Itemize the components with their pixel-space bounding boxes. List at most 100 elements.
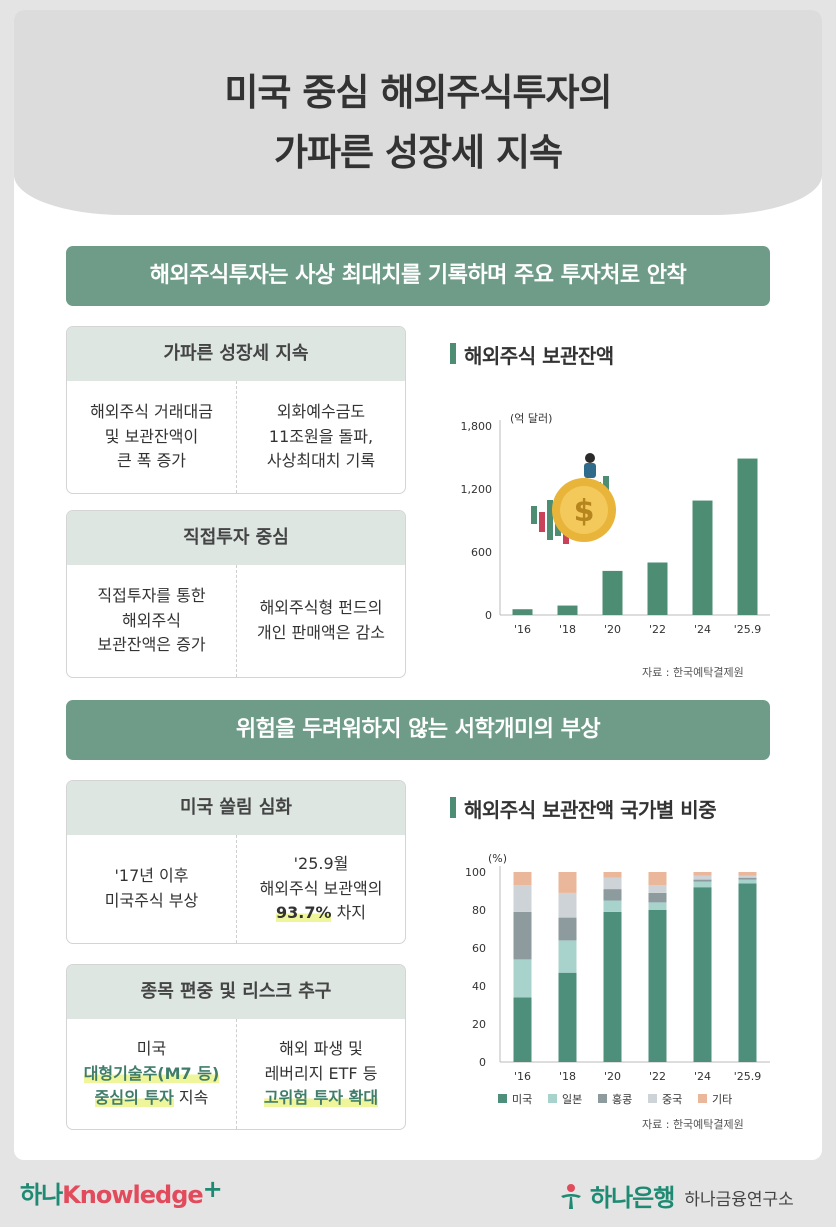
chart2-ytick: 80 (472, 904, 486, 917)
chart1-unit-label: (억 달러) (510, 412, 552, 425)
direct-left-line2: 해외주식 (122, 610, 181, 630)
chart2-segment (513, 872, 532, 886)
chart2-ytick: 0 (479, 1056, 486, 1069)
chart2-xtick: '24 (694, 1070, 711, 1083)
chart2-segment (513, 911, 532, 960)
chart2-segment (693, 879, 712, 882)
chart1-bar (692, 500, 713, 615)
chart2-legend-swatch (648, 1094, 657, 1103)
direct-invest-heading: 직접투자 중심 (67, 511, 405, 565)
growth-right-line2: 11조원을 돌파, (268, 426, 374, 446)
candle-decor (603, 476, 609, 492)
section2-banner: 위험을 두려워하지 않는 서학개미의 부상 (66, 700, 770, 760)
risk-left-tail: 지속 (173, 1088, 209, 1108)
growth-right-line1: 외화예수금도 (276, 401, 366, 421)
candle-decor (531, 506, 537, 524)
country-share-stacked-chart: (%) 0 20 40 60 80 100 '16 '18 '20 '22 '24 '25.9 미국 일본 홍… (465, 852, 770, 1106)
growth-right-line3: 사상최대치 기록 (266, 451, 376, 471)
chart2-legend-label: 중국 (662, 1093, 682, 1106)
chart2-xtick: '22 (649, 1070, 666, 1083)
chart2-ytick: 40 (472, 980, 486, 993)
chart2-legend-label: 기타 (712, 1093, 732, 1106)
chart2-xtick: '25.9 (734, 1070, 762, 1083)
section1-banner: 해외주식투자는 사상 최대치를 기록하며 주요 투자처로 안착 (66, 246, 770, 306)
hana-bank-name: 하나은행 (590, 1184, 675, 1212)
chart2-segment (558, 917, 577, 941)
chart2-segment (648, 902, 667, 910)
chart1-bar (512, 609, 533, 615)
chart2-title: 해외주식 보관잔액 국가별 비중 (450, 794, 717, 823)
growth-box: 가파른 성장세 지속 해외주식 거래대금 및 보관잔액이 큰 폭 증가 외화예수… (66, 326, 406, 494)
hana-leaf-icon (561, 1183, 581, 1209)
chart2-segment (603, 872, 622, 878)
direct-invest-left: 직접투자를 통한 해외주식 보관잔액은 증가 (67, 565, 236, 677)
chart1-xtick: '18 (559, 623, 576, 636)
chart2-legend-swatch (698, 1094, 707, 1103)
hana-institute-name: 하나금융연구소 (684, 1190, 794, 1210)
investor-head-icon (585, 453, 595, 463)
risk-right-highlight: 고위험 투자 확대 (263, 1088, 379, 1108)
logo-hana-text: 하나 (20, 1181, 63, 1209)
chart2-legend-swatch (598, 1094, 607, 1103)
direct-right-line2: 개인 판매액은 감소 (257, 623, 385, 642)
chart1-ytick: 600 (471, 546, 492, 559)
risk-right-line1: 해외 파생 및 (279, 1038, 363, 1058)
page-title-line2: 가파른 성장세 지속 (273, 131, 563, 174)
chart2-xtick: '16 (514, 1070, 531, 1083)
chart2-segment (738, 872, 757, 876)
chart2-unit-label: (%) (488, 852, 507, 865)
growth-box-left: 해외주식 거래대금 및 보관잔액이 큰 폭 증가 (67, 381, 236, 493)
chart2-segment (603, 877, 622, 890)
dollar-icon: $ (574, 494, 595, 529)
chart2-segment (738, 877, 757, 880)
title-band: 미국 중심 해외주식투자의 가파른 성장세 지속 (14, 10, 822, 215)
chart1-ytick: 0 (485, 609, 492, 622)
logo-plus-text: + (202, 1175, 223, 1203)
chart2-segment (738, 875, 757, 878)
chart2-segment (558, 940, 577, 973)
us-right-line1: '25.9월 (293, 853, 349, 873)
direct-invest-right: 해외주식형 펀드의 개인 판매액은 감소 (236, 565, 405, 677)
chart1-title: 해외주식 보관잔액 (450, 340, 614, 369)
us-right-line2: 해외주식 보관액의 (259, 878, 383, 898)
chart2-ytick: 20 (472, 1018, 486, 1031)
candle-decor (547, 500, 553, 540)
chart2-source: 자료 : 한국예탁결제원 (642, 1118, 744, 1131)
chart1-ytick: 1,800 (461, 420, 493, 433)
chart1-bar (557, 605, 578, 615)
growth-left-line2: 및 보관잔액이 (104, 426, 199, 446)
risk-left-highlight2: 중심의 투자 (94, 1088, 174, 1108)
us-right-tail: 차지 (331, 903, 367, 923)
chart1-bar (602, 570, 623, 615)
chart2-ytick: 60 (472, 942, 486, 955)
chart2-segment (648, 872, 667, 886)
chart2-legend-label: 일본 (562, 1092, 582, 1106)
risk-box-heading: 종목 편중 및 리스크 추구 (67, 965, 405, 1019)
us-concentration-heading: 미국 쏠림 심화 (67, 781, 405, 835)
chart2-segment (693, 875, 712, 880)
candle-decor (539, 512, 545, 532)
chart1-bar (737, 458, 758, 615)
chart2-legend-swatch (498, 1094, 507, 1103)
infographic-card: 미국 중심 해외주식투자의 가파른 성장세 지속 해외주식투자는 사상 최대치를… (14, 10, 822, 1160)
chart2-xtick: '20 (604, 1070, 621, 1083)
chart2-legend-label: 홍콩 (612, 1092, 632, 1106)
chart2-segment (738, 883, 757, 1062)
chart2-segment (513, 885, 532, 912)
chart2-segment (693, 872, 712, 876)
investor-body-icon (584, 463, 596, 478)
chart1-xtick: '16 (514, 623, 531, 636)
direct-right-line1: 해외주식형 펀드의 (259, 598, 383, 618)
chart1-xtick: '20 (604, 623, 621, 636)
chart2-legend-label: 미국 (512, 1093, 532, 1106)
us-share-highlight: 93.7% (275, 903, 332, 923)
chart2-segment (603, 911, 622, 1062)
us-left-line2: 미국주식 부상 (104, 891, 199, 910)
chart2-segment (558, 892, 577, 918)
growth-box-heading: 가파른 성장세 지속 (67, 327, 405, 381)
risk-left-line1: 미국 (136, 1038, 167, 1058)
direct-invest-box: 직접투자 중심 직접투자를 통한 해외주식 보관잔액은 증가 해외주식형 펀드의… (66, 510, 406, 678)
growth-left-line3: 큰 폭 증가 (116, 451, 187, 471)
chart2-segment (603, 900, 622, 912)
chart2-segment (648, 885, 667, 893)
